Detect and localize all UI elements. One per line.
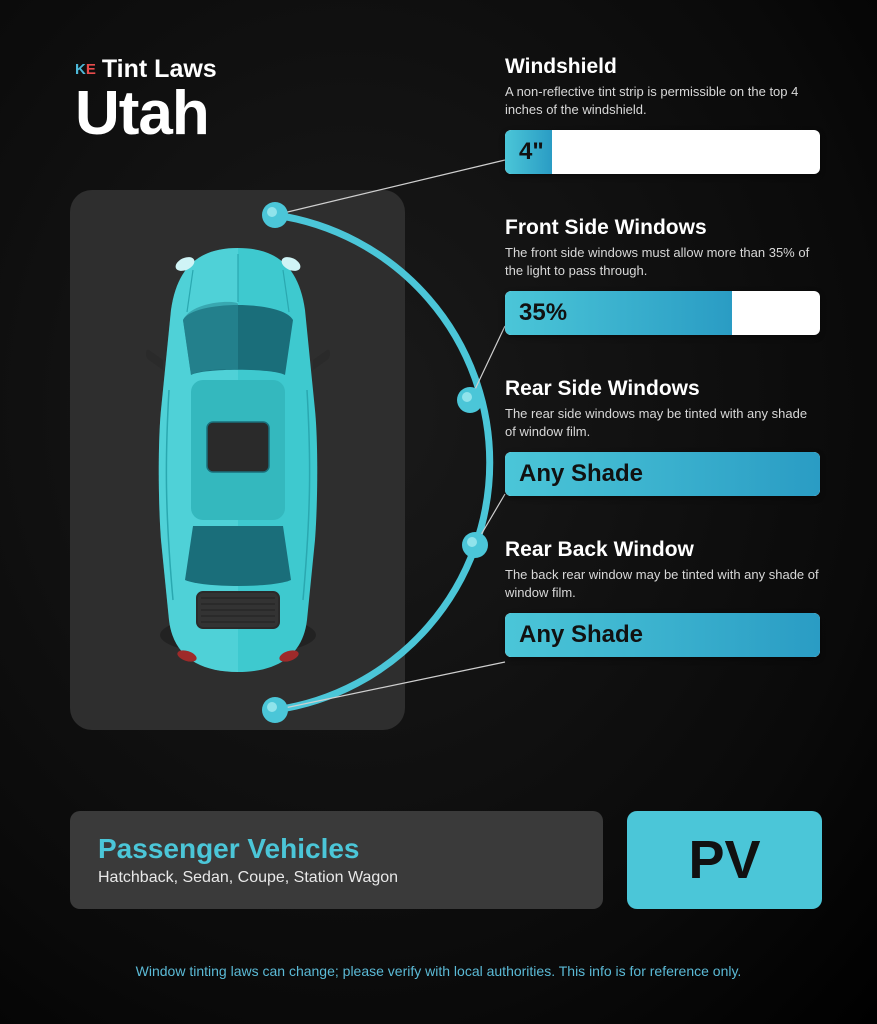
section-title: Rear Back Window: [505, 538, 820, 562]
tint-section: Windshield A non-reflective tint strip is…: [505, 55, 820, 174]
tint-bar-label: 35%: [519, 299, 567, 327]
tint-bar: 4": [505, 130, 820, 174]
tint-bar: Any Shade: [505, 452, 820, 496]
section-desc: The front side windows must allow more t…: [505, 244, 820, 279]
logo-icon: KE: [75, 61, 96, 78]
tint-bar-label: Any Shade: [519, 621, 643, 649]
tint-section: Rear Side Windows The rear side windows m…: [505, 377, 820, 496]
tint-section: Rear Back Window The back rear window may…: [505, 538, 820, 657]
vehicle-class-sub: Hatchback, Sedan, Coupe, Station Wagon: [98, 869, 575, 887]
section-title: Rear Side Windows: [505, 377, 820, 401]
section-title: Front Side Windows: [505, 216, 820, 240]
tint-bar: Any Shade: [505, 613, 820, 657]
tint-bar: 35%: [505, 291, 820, 335]
car-icon: [143, 240, 333, 680]
section-desc: The rear side windows may be tinted with…: [505, 405, 820, 440]
tint-bar-label: 4": [519, 138, 544, 166]
section-desc: The back rear window may be tinted with …: [505, 566, 820, 601]
footer-row: Passenger Vehicles Hatchback, Sedan, Cou…: [70, 811, 822, 909]
section-title: Windshield: [505, 55, 820, 79]
header: KE Tint Laws Utah: [75, 55, 217, 149]
tint-section: Front Side Windows The front side windows…: [505, 216, 820, 335]
car-panel: [70, 190, 405, 730]
vehicle-class-badge: PV: [627, 811, 822, 909]
disclaimer-text: Window tinting laws can change; please v…: [0, 963, 877, 979]
section-desc: A non-reflective tint strip is permissib…: [505, 83, 820, 118]
tint-bar-label: Any Shade: [519, 460, 643, 488]
state-title: Utah: [75, 78, 217, 149]
vehicle-class-title: Passenger Vehicles: [98, 833, 575, 865]
vehicle-class-panel: Passenger Vehicles Hatchback, Sedan, Cou…: [70, 811, 603, 909]
sections: Windshield A non-reflective tint strip is…: [505, 55, 820, 699]
